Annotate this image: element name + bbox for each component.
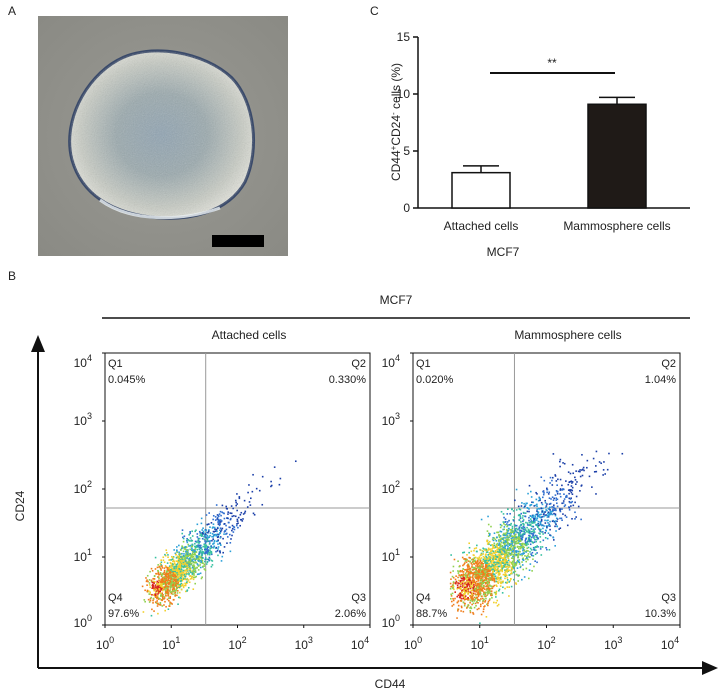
flow-xtick-label: 101 bbox=[471, 635, 489, 652]
bar bbox=[451, 171, 511, 209]
flow-plot-frame bbox=[104, 352, 371, 626]
scale-bar bbox=[212, 235, 264, 247]
flow-y-axis-arrow bbox=[31, 335, 45, 352]
quadrant-q3-name: Q3 bbox=[661, 592, 676, 604]
bar-chart-ylabel: CD44+CD24- cells (%) bbox=[389, 63, 403, 181]
quadrant-q4-value: 97.6% bbox=[108, 608, 139, 620]
quadrant-q2-name: Q2 bbox=[351, 358, 366, 370]
quadrant-q1-name: Q1 bbox=[108, 358, 123, 370]
panel-label-c: C bbox=[370, 4, 379, 18]
flow-ylabel: CD24 bbox=[13, 490, 27, 521]
quadrant-q4-value: 88.7% bbox=[416, 608, 447, 620]
flow-ytick-label: 103 bbox=[382, 411, 400, 428]
quadrant-q3-name: Q3 bbox=[351, 592, 366, 604]
bar bbox=[587, 103, 647, 209]
quadrant-q2-value: 0.330% bbox=[329, 374, 367, 386]
flow-events bbox=[414, 450, 624, 625]
significance-marker: ** bbox=[547, 56, 557, 70]
flow-xtick-label: 102 bbox=[537, 635, 555, 652]
quadrant-q2-value: 1.04% bbox=[645, 374, 676, 386]
flow-ytick-label: 102 bbox=[382, 479, 400, 496]
flow-plot-title-2: Mammosphere cells bbox=[514, 328, 621, 342]
bar-ytick-label: 0 bbox=[403, 201, 410, 215]
flow-group-title: MCF7 bbox=[380, 293, 413, 307]
quadrant-q2-name: Q2 bbox=[661, 358, 676, 370]
flow-xtick-label: 100 bbox=[96, 635, 114, 652]
bar-chart-ticks: 0 5 10 15 bbox=[397, 30, 418, 215]
quadrant-q1-value: 0.045% bbox=[108, 374, 146, 386]
flow-panel: MCF7 Attached cells Mammosphere cells CD… bbox=[13, 293, 718, 691]
flow-x-axis-arrow bbox=[702, 661, 718, 675]
micrograph bbox=[38, 16, 288, 256]
flow-xtick-label: 104 bbox=[661, 635, 679, 652]
flow-xtick-label: 101 bbox=[162, 635, 180, 652]
flow-xtick-label: 103 bbox=[604, 635, 622, 652]
quadrant-q1-name: Q1 bbox=[416, 358, 431, 370]
quadrant-q4-name: Q4 bbox=[108, 592, 123, 604]
flow-ytick-label: 104 bbox=[382, 353, 400, 370]
flow-events bbox=[106, 460, 297, 624]
panel-label-b: B bbox=[8, 269, 16, 283]
flow-plot-title-1: Attached cells bbox=[212, 328, 287, 342]
flow-ytick-label: 104 bbox=[74, 353, 92, 370]
flow-xtick-label: 102 bbox=[228, 635, 246, 652]
bar-chart: 0 5 10 15 Attached cells Mammosphere cells C… bbox=[389, 30, 690, 259]
quadrant-q3-value: 2.06% bbox=[335, 608, 366, 620]
bar-category-label: Mammosphere cells bbox=[563, 219, 670, 233]
flow-ytick-label: 101 bbox=[382, 547, 400, 564]
flow-ytick-label: 102 bbox=[74, 479, 92, 496]
flow-ytick-label: 101 bbox=[74, 547, 92, 564]
bar-ytick-label: 10 bbox=[397, 87, 411, 101]
panel-label-a: A bbox=[8, 4, 16, 18]
flow-xtick-label: 100 bbox=[404, 635, 422, 652]
bar-category-label: Attached cells bbox=[444, 219, 519, 233]
flow-ytick-label: 100 bbox=[382, 613, 400, 630]
bar-ytick-label: 5 bbox=[403, 144, 410, 158]
flow-xlabel: CD44 bbox=[375, 677, 406, 691]
flow-ytick-label: 103 bbox=[74, 411, 92, 428]
quadrant-q3-value: 10.3% bbox=[645, 608, 676, 620]
bar-chart-marks: Attached cells Mammosphere cells bbox=[444, 96, 671, 233]
bar-ytick-label: 15 bbox=[397, 30, 411, 44]
flow-xtick-label: 104 bbox=[351, 635, 369, 652]
quadrant-q4-name: Q4 bbox=[416, 592, 431, 604]
flow-ytick-label: 100 bbox=[74, 613, 92, 630]
quadrant-q1-value: 0.020% bbox=[416, 374, 454, 386]
bar-chart-xlabel: MCF7 bbox=[487, 245, 520, 259]
flow-xtick-label: 103 bbox=[295, 635, 313, 652]
